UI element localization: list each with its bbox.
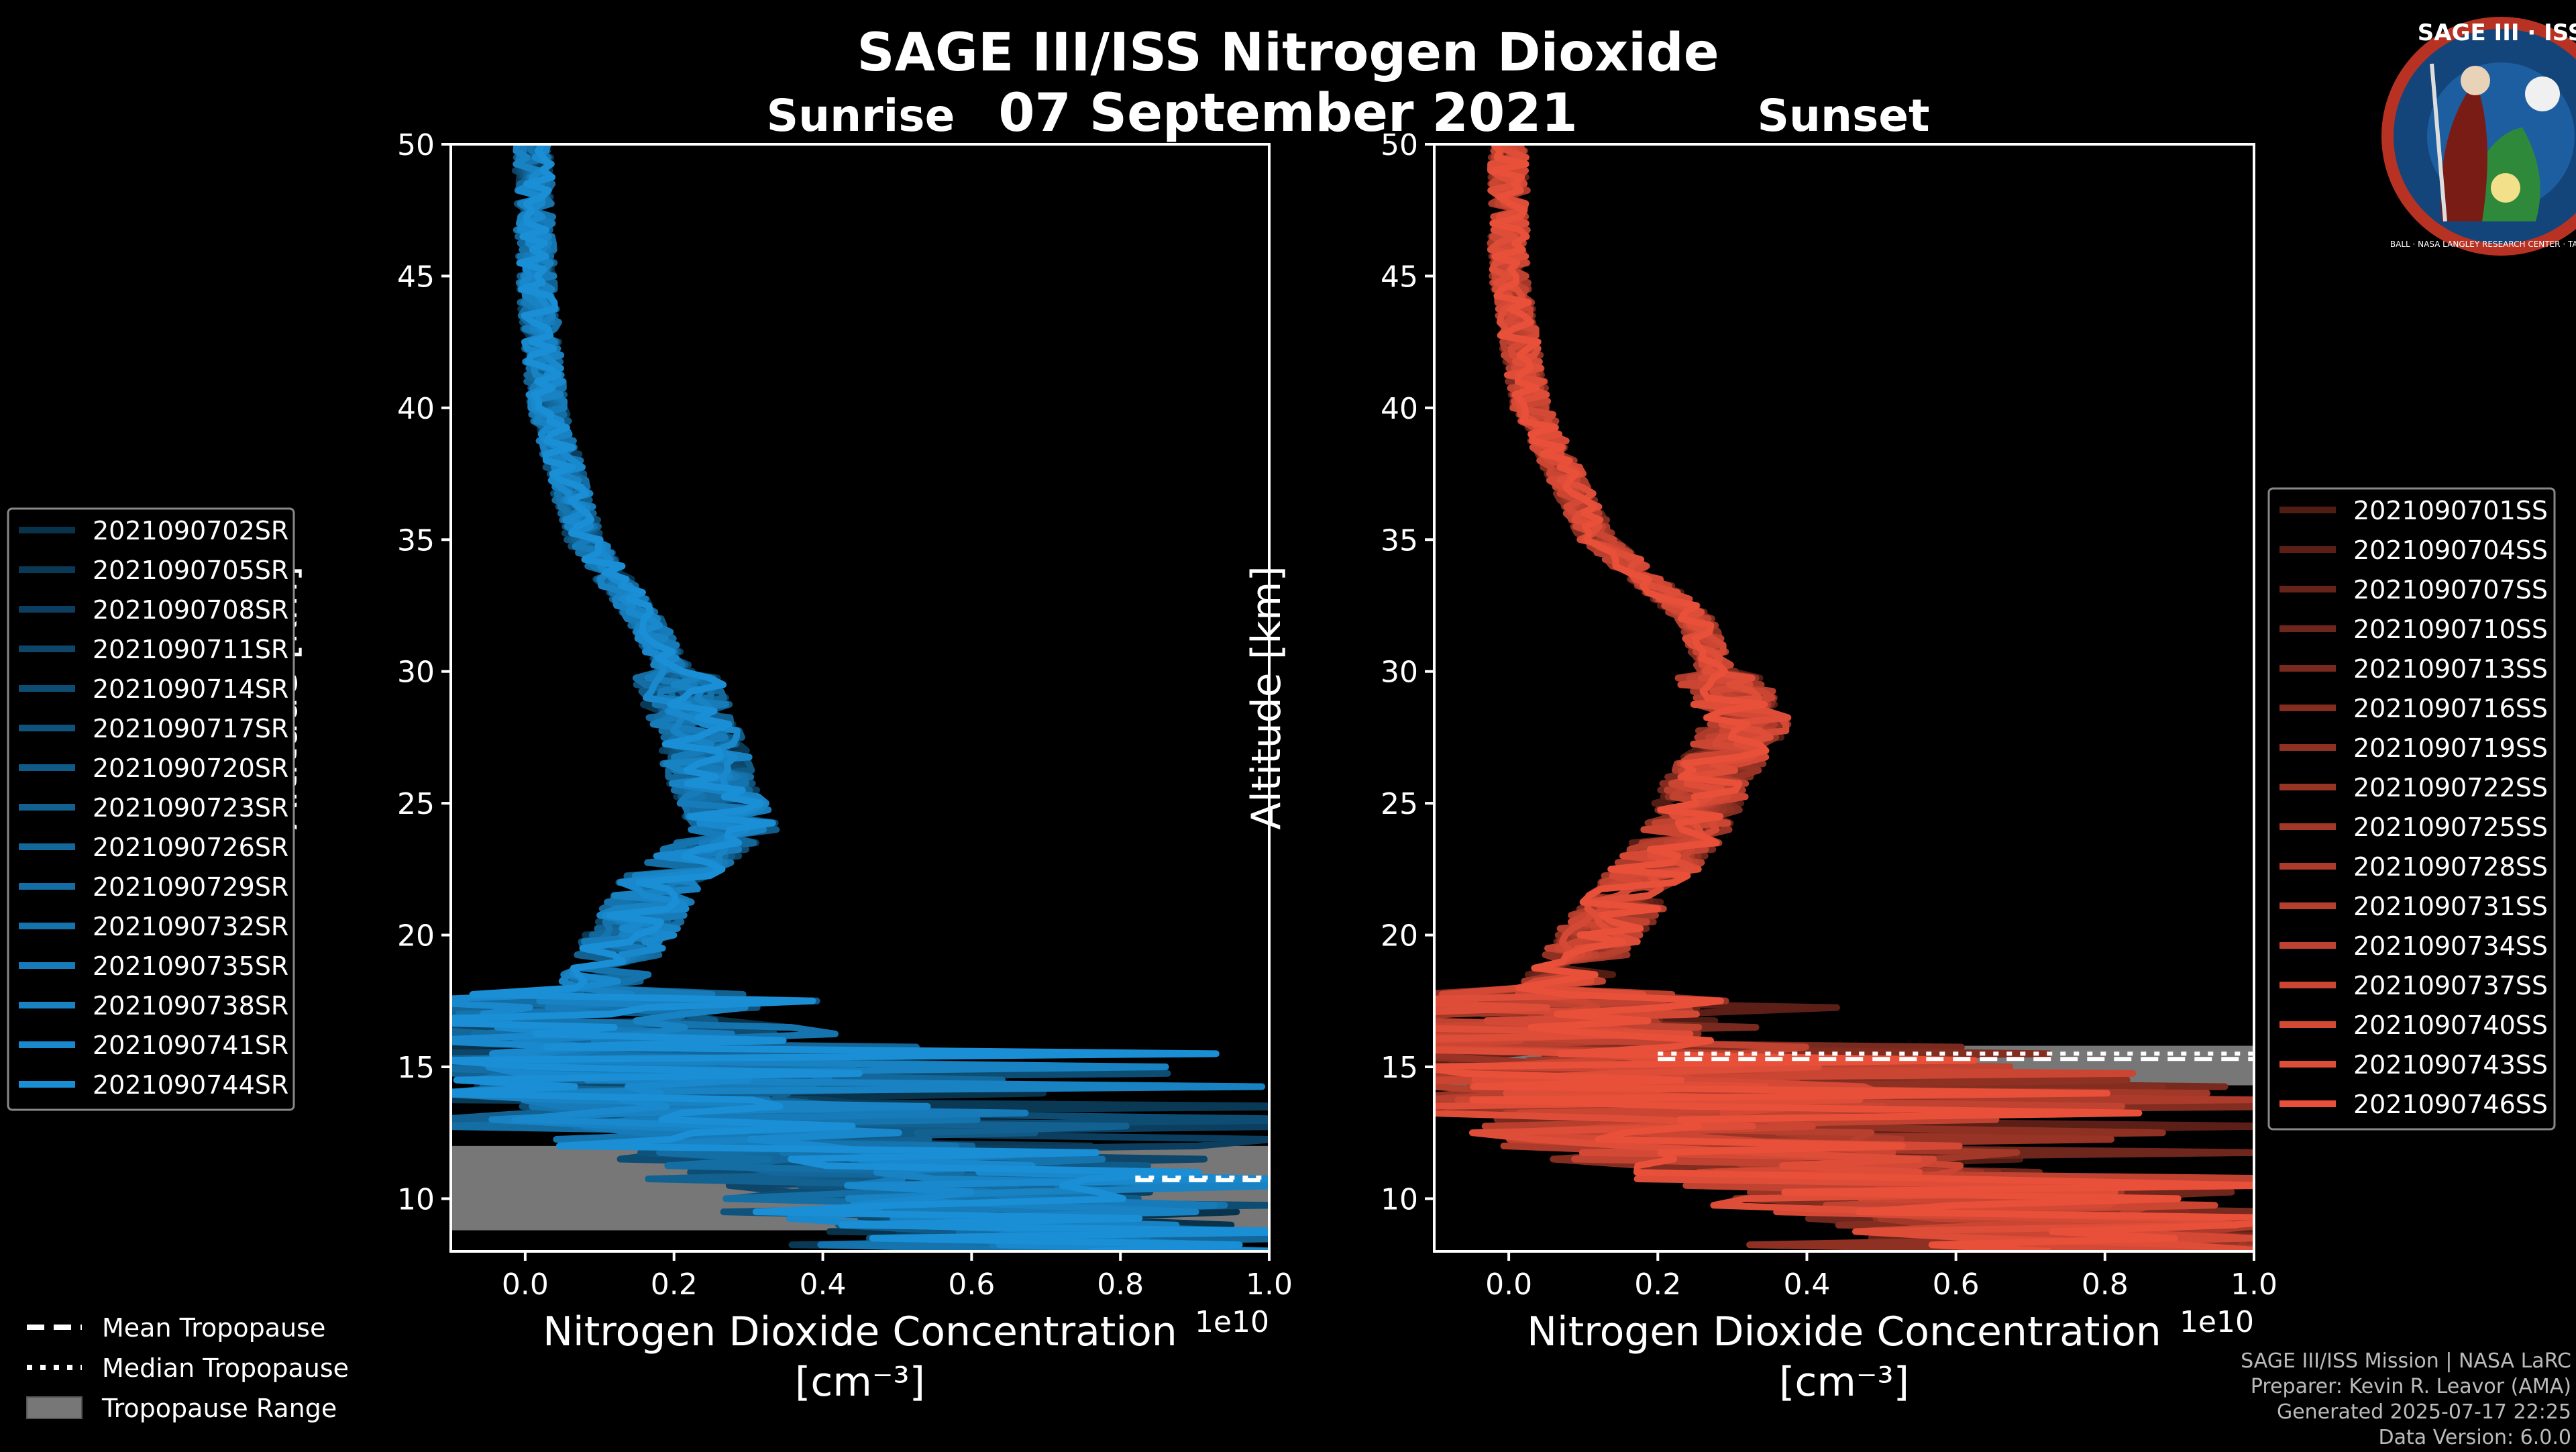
footer-credits: SAGE III/ISS Mission | NASA LaRC Prepare… (2241, 1349, 2571, 1449)
x-tick-label: 0.2 (651, 1267, 698, 1302)
footer-version: Data Version: 6.0.0 (2379, 1426, 2571, 1449)
legend-entry: 2021090735SR (93, 951, 288, 981)
sunrise-profile-2021090744SR (451, 144, 1269, 1251)
legend-entry: 2021090737SS (2353, 971, 2548, 1000)
x-tick-label: 0.4 (800, 1267, 847, 1302)
x-tick-label: 1.0 (1246, 1267, 1293, 1302)
x-axis-label: Nitrogen Dioxide Concentration (1527, 1308, 2161, 1355)
x-tick-label: 0.0 (1485, 1267, 1532, 1302)
y-tick-label: 40 (397, 392, 435, 426)
x-scale-label: 1e10 (2180, 1305, 2254, 1339)
legend-entry: 2021090717SR (93, 714, 288, 743)
legend-entry: 2021090738SR (93, 991, 288, 1021)
figure-title: SAGE III/ISS Nitrogen Dioxide (857, 23, 1719, 83)
x-axis-units: [cm⁻³] (795, 1359, 925, 1406)
legend-entry: 2021090722SS (2353, 773, 2548, 802)
legend-entry: 2021090744SR (93, 1070, 288, 1100)
legend-entry: 2021090740SS (2353, 1010, 2548, 1040)
sunrise-panel: 0.0 0.2 0.4 0.6 0.8 1.0 10 15 20 25 30 35 40 45 50 1e10… (260, 128, 1293, 1406)
footer-preparer: Preparer: Kevin R. Leavor (AMA) (2251, 1375, 2571, 1398)
y-tick-label: 25 (397, 787, 435, 821)
y-tick-label: 20 (397, 919, 435, 953)
legend-entry: 2021090720SR (93, 754, 288, 783)
legend-entry: 2021090741SR (93, 1031, 288, 1060)
y-tick-label: 15 (397, 1051, 435, 1085)
sunset-panel: 0.0 0.2 0.4 0.6 0.8 1.0 10 15 20 25 30 35 40 45 50 1e10… (1243, 128, 2277, 1406)
footer-mission: SAGE III/ISS Mission | NASA LaRC (2241, 1349, 2571, 1373)
legend-entry: 2021090704SS (2353, 535, 2548, 565)
x-tick-label: 0.8 (1097, 1267, 1144, 1302)
legend-entry: 2021090710SS (2353, 615, 2548, 644)
legend-entry: 2021090719SS (2353, 733, 2548, 763)
footer-generated: Generated 2025-07-17 22:25 (2277, 1400, 2571, 1424)
x-tick-label: 0.0 (502, 1267, 549, 1302)
legend-entry: 2021090708SR (93, 595, 288, 625)
y-tick-label: 35 (397, 523, 435, 558)
sunrise-plot-frame (449, 143, 1271, 1253)
sunset-profile-2021090743SS (1434, 144, 2254, 1251)
legend-entry: 2021090705SR (93, 556, 288, 585)
logo-ring-text: BALL · NASA LANGLEY RESEARCH CENTER · TA… (2390, 240, 2576, 249)
x-scale-label: 1e10 (1195, 1305, 1269, 1339)
legend-entry: 2021090711SR (93, 635, 288, 664)
figure-date: 07 September 2021 (998, 83, 1578, 144)
legend-entry: 2021090734SS (2353, 931, 2548, 961)
y-tick-label: 30 (397, 656, 435, 690)
y-tick-label: 25 (1381, 787, 1418, 821)
sunset-plot-frame (1433, 143, 2255, 1253)
y-tick-label: 40 (1381, 392, 1418, 426)
legend-entry: 2021090723SR (93, 793, 288, 823)
y-tick-label: 35 (1381, 523, 1418, 558)
y-tick-label: 10 (1381, 1182, 1418, 1216)
legend-entry: 2021090702SR (93, 516, 288, 546)
sunset-legend: 2021090701SS 2021090704SS 2021090707SS 2021… (2267, 487, 2556, 1131)
tropopause-range-label: Tropopause Range (101, 1394, 337, 1423)
logo-text: SAGE III · ISS (2418, 19, 2576, 46)
x-tick-label: 0.6 (948, 1267, 995, 1302)
median-tropopause-label: Median Tropopause (102, 1353, 349, 1383)
legend-entry: 2021090725SS (2353, 813, 2548, 842)
y-tick-label: 50 (397, 128, 435, 162)
legend-entry: 2021090728SS (2353, 852, 2548, 882)
panel-title-sunrise: Sunrise (767, 90, 955, 142)
mean-tropopause-label: Mean Tropopause (102, 1313, 325, 1343)
y-tick-label: 45 (397, 260, 435, 294)
legend-entry: 2021090729SR (93, 872, 288, 902)
y-tick-label: 30 (1381, 656, 1418, 690)
y-axis-label: Altitude [km] (1243, 566, 1290, 830)
y-tick-label: 45 (1381, 260, 1418, 294)
x-tick-label: 0.2 (1634, 1267, 1681, 1302)
x-tick-label: 0.6 (1933, 1267, 1980, 1302)
sage-mission-logo-icon: SAGE III · ISS BALL · NASA LANGLEY RESEA… (2381, 17, 2576, 256)
legend-entry: 2021090707SS (2353, 575, 2548, 605)
legend-entry: 2021090732SR (93, 912, 288, 941)
sunrise-profile-2021090738SR (451, 144, 1269, 1251)
x-tick-label: 0.4 (1783, 1267, 1830, 1302)
panel-title-sunset: Sunset (1757, 90, 1929, 142)
legend-entry: 2021090713SS (2353, 654, 2548, 684)
y-tick-label: 50 (1381, 128, 1418, 162)
x-axis-label: Nitrogen Dioxide Concentration (543, 1308, 1177, 1355)
sunset-profile-2021090746SS (1434, 144, 2254, 1251)
x-axis-units: [cm⁻³] (1779, 1359, 1909, 1406)
y-tick-label: 15 (1381, 1051, 1418, 1085)
x-tick-label: 1.0 (2231, 1267, 2277, 1302)
tropopause-range-swatch (26, 1396, 83, 1419)
legend-entry: 2021090746SS (2353, 1090, 2548, 1119)
legend-entry: 2021090716SS (2353, 694, 2548, 723)
tropopause-legend: Mean Tropopause Median Tropopause Tropop… (26, 1313, 349, 1423)
legend-entry: 2021090726SR (93, 833, 288, 862)
legend-entry: 2021090714SR (93, 674, 288, 704)
sunrise-legend: 2021090702SR 2021090705SR 2021090708SR 2021… (7, 507, 295, 1111)
legend-entry: 2021090743SS (2353, 1050, 2548, 1080)
legend-entry: 2021090701SS (2353, 496, 2548, 525)
x-tick-label: 0.8 (2082, 1267, 2129, 1302)
y-tick-label: 20 (1381, 919, 1418, 953)
legend-entry: 2021090731SS (2353, 892, 2548, 921)
y-tick-label: 10 (397, 1182, 435, 1216)
